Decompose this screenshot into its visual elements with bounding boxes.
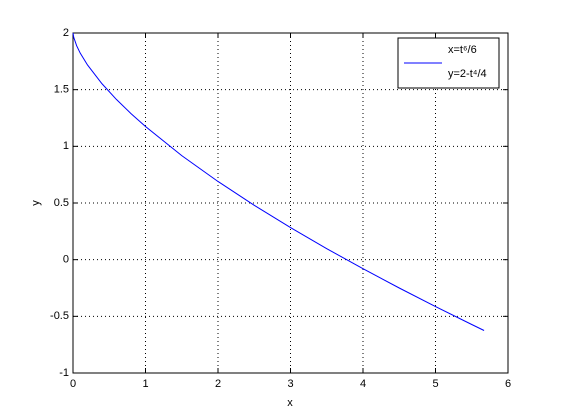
x-tick-label: 4 xyxy=(360,378,366,390)
x-axis-label: x xyxy=(287,397,293,409)
legend-label: x=t⁶/6 xyxy=(448,44,477,56)
legend-box xyxy=(397,37,500,89)
y-tick-label: 2 xyxy=(63,27,69,39)
y-tick-label: 0 xyxy=(63,254,69,266)
y-tick-label: 0.5 xyxy=(54,197,69,209)
legend-label: y=2-t⁴/4 xyxy=(448,68,487,80)
x-tick-label: 3 xyxy=(287,378,293,390)
x-tick-label: 0 xyxy=(70,378,76,390)
y-tick-label: 1 xyxy=(63,140,69,152)
y-axis-label: y xyxy=(30,200,42,206)
x-tick-label: 1 xyxy=(142,378,148,390)
x-tick-label: 6 xyxy=(505,378,511,390)
y-tick-label: -1 xyxy=(59,367,69,379)
data-line xyxy=(72,32,485,331)
y-tick-label: -0.5 xyxy=(50,310,69,322)
y-tick-label: 1.5 xyxy=(54,84,69,96)
x-tick-label: 2 xyxy=(215,378,221,390)
axes-box xyxy=(72,32,509,374)
x-tick-label: 5 xyxy=(432,378,438,390)
